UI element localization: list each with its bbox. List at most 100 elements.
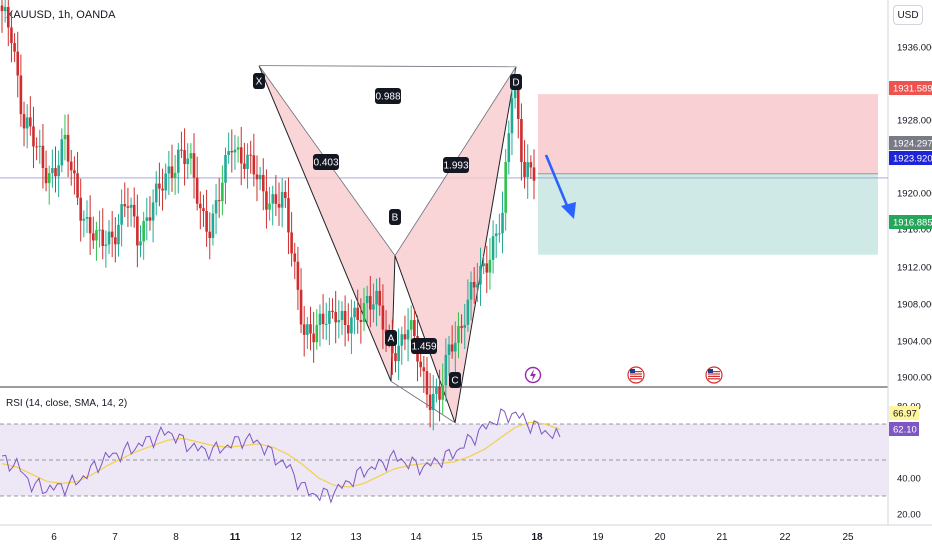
candle-up	[454, 342, 457, 352]
pattern-ratio-1[interactable]: 0.403	[313, 154, 339, 170]
pattern-leg[interactable]	[390, 255, 396, 382]
rsi-layer	[1, 408, 561, 504]
us-flag-icon[interactable]	[705, 366, 723, 384]
flash-icon-bolt[interactable]	[530, 369, 536, 381]
pattern-point-a-bg[interactable]	[385, 330, 397, 346]
pattern-point-c-text[interactable]: C	[451, 376, 458, 387]
candle-up	[120, 204, 123, 225]
pattern-ratio-3-bg[interactable]	[411, 338, 437, 354]
candle-up	[324, 323, 328, 325]
us-flag-canton	[630, 369, 635, 373]
pattern-ratio-2-text[interactable]: 1.993	[443, 161, 468, 172]
pattern-ratio-3[interactable]: 1.459	[411, 338, 437, 354]
candle-up	[189, 153, 193, 159]
pattern-point-d-bg[interactable]	[510, 74, 522, 90]
rsi-line	[1, 408, 561, 504]
forecast-arrow-shaft[interactable]	[544, 154, 570, 209]
pattern-ratio-0-bg[interactable]	[375, 88, 401, 104]
candle-down	[195, 177, 199, 204]
pattern-point-b-bg[interactable]	[389, 209, 401, 225]
candle-down	[76, 173, 79, 198]
time-tick-label: 19	[592, 532, 604, 543]
price-tag-bg	[889, 136, 932, 150]
candle-down	[312, 333, 315, 343]
pattern-triangle-bcd[interactable]	[395, 66, 516, 423]
candle-up	[466, 299, 470, 325]
pattern-leg[interactable]	[454, 66, 517, 423]
us-flag-icon[interactable]	[627, 366, 645, 384]
pattern-point-a-text[interactable]: A	[388, 334, 395, 345]
candle-up	[507, 133, 511, 162]
pattern-ratio-2-bg[interactable]	[443, 157, 469, 173]
take-profit-zone[interactable]	[538, 173, 878, 255]
pattern-ratio-line[interactable]	[390, 380, 456, 424]
candle-up	[236, 147, 240, 150]
candle-up	[227, 151, 230, 156]
candle-down	[41, 145, 45, 169]
forecast-arrow-head[interactable]	[561, 202, 576, 219]
pattern-point-c-bg[interactable]	[449, 372, 461, 388]
pattern-point-d[interactable]: D	[510, 74, 522, 90]
candle-down	[321, 313, 325, 325]
candle-down	[205, 211, 208, 232]
pattern-point-b-text[interactable]: B	[392, 213, 399, 224]
candle-down	[202, 208, 205, 212]
pattern-point-c[interactable]: C	[449, 372, 461, 388]
candle-down	[287, 198, 290, 233]
rsi-tag-label: 62.10	[893, 425, 917, 436]
us-flag-stripe	[630, 375, 642, 377]
pattern-ratio-0-text[interactable]: 0.988	[375, 92, 400, 103]
candle-up	[224, 155, 227, 183]
pattern-point-b[interactable]: B	[389, 209, 401, 225]
pattern-point-x-text[interactable]: X	[256, 77, 263, 88]
candle-down	[199, 203, 202, 209]
pattern-ratio-2[interactable]: 1.993	[443, 157, 469, 173]
pattern-ratio-0[interactable]: 0.988	[375, 88, 401, 104]
pattern-point-x-bg[interactable]	[253, 73, 265, 89]
price-tag-label: 1924.297	[893, 139, 932, 150]
candle-up	[435, 386, 438, 394]
candle-down	[428, 394, 432, 411]
currency-button[interactable]: USD	[893, 5, 923, 25]
time-tick-label: 12	[290, 532, 302, 543]
forecast-arrow[interactable]	[544, 154, 576, 219]
candle-down	[394, 353, 397, 362]
candle-down	[472, 281, 476, 288]
pattern-ratio-1-text[interactable]: 0.403	[313, 158, 338, 169]
pattern-point-x[interactable]: X	[253, 73, 265, 89]
pattern-ratio-line[interactable]	[258, 65, 517, 68]
pattern-ratio-3-text[interactable]: 1.459	[411, 342, 436, 353]
candle-down	[343, 310, 347, 326]
position-zones[interactable]	[0, 94, 888, 255]
stop-loss-zone[interactable]	[538, 94, 878, 174]
candle-down	[293, 253, 297, 262]
rsi-tick-label: 20.00	[897, 510, 921, 521]
pattern-labels[interactable]: X A B C D 0.988 0.403 1.993 1.459	[253, 73, 576, 388]
flash-icon[interactable]	[524, 366, 542, 384]
pattern-point-d-text[interactable]: D	[512, 78, 519, 89]
candle-up	[457, 326, 460, 343]
candle-down	[123, 204, 127, 207]
event-icons[interactable]	[524, 366, 723, 384]
time-tick-label: 14	[410, 532, 422, 543]
candle-down	[29, 117, 32, 127]
candle-down	[331, 310, 334, 313]
candle-down	[132, 204, 136, 217]
price-tag-label: 1916.885	[893, 218, 932, 229]
candle-down	[261, 175, 265, 192]
price-tick-label: 1900.000	[897, 373, 932, 384]
candle-up	[47, 173, 51, 184]
pattern-leg[interactable]	[258, 65, 392, 382]
candle-up	[350, 317, 353, 334]
candle-up	[271, 194, 275, 204]
price-tag: 1916.885	[889, 215, 932, 229]
pattern-point-a[interactable]: A	[385, 330, 397, 346]
price-tag-label: 1923.920	[893, 154, 932, 165]
candle-up	[145, 217, 149, 221]
candle-down	[381, 305, 385, 330]
candle-up	[444, 354, 448, 386]
harmonic-pattern[interactable]	[258, 65, 517, 424]
pattern-ratio-1-bg[interactable]	[313, 154, 339, 170]
candle-down	[13, 43, 16, 52]
